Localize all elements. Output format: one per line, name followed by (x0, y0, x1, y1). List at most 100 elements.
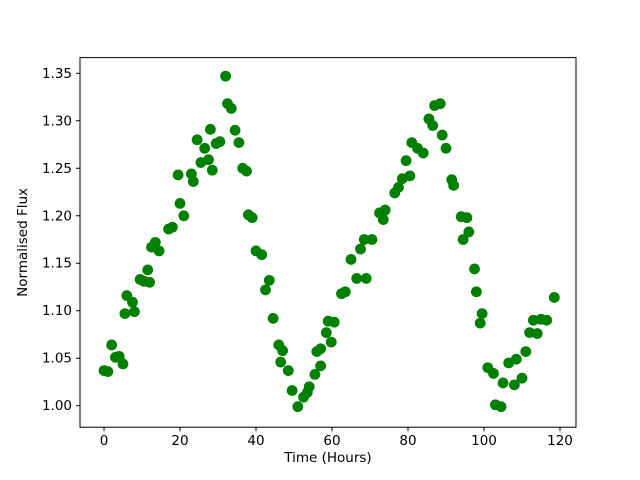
x-tick-label: 20 (171, 433, 188, 449)
data-point (315, 360, 327, 372)
y-tick-label: 1.25 (42, 161, 72, 177)
data-point (488, 368, 499, 379)
data-point (377, 214, 389, 225)
y-tick-label: 1.35 (42, 66, 72, 82)
data-point (256, 249, 268, 261)
x-axis-label: Time (Hours) (283, 450, 371, 466)
data-point (379, 204, 391, 216)
data-point (167, 221, 178, 233)
y-tick-label: 1.15 (42, 256, 72, 272)
data-point (548, 292, 560, 303)
data-point (516, 372, 528, 384)
data-point (325, 336, 337, 348)
data-point (366, 234, 378, 245)
data-point (436, 129, 448, 141)
data-point (474, 317, 486, 329)
data-point (129, 306, 140, 318)
data-point (246, 212, 258, 224)
data-point (303, 381, 315, 393)
y-tick-label: 1.05 (42, 351, 72, 367)
data-point (520, 346, 532, 357)
data-point (142, 264, 154, 276)
data-point (102, 366, 114, 377)
y-tick-label: 1.00 (42, 398, 72, 414)
data-point (309, 368, 321, 380)
data-point (404, 170, 416, 182)
data-point (144, 276, 156, 288)
data-point (497, 377, 509, 389)
data-point (358, 234, 370, 245)
data-point (339, 286, 351, 298)
data-point (461, 212, 473, 224)
data-point (149, 236, 161, 248)
data-point (320, 327, 332, 338)
data-point (220, 70, 232, 82)
data-point (263, 274, 275, 286)
data-point (355, 243, 366, 255)
data-point (127, 296, 138, 308)
data-point (260, 284, 271, 296)
data-points (98, 70, 560, 413)
y-axis-label: Normalised Flux (15, 188, 31, 297)
x-tick-label: 80 (399, 433, 416, 449)
data-point (440, 142, 452, 154)
data-point (203, 154, 214, 166)
data-point (315, 343, 327, 355)
data-point (233, 137, 245, 149)
data-point (393, 181, 404, 193)
data-point (509, 379, 520, 391)
data-point (286, 385, 298, 396)
x-tick-label: 40 (247, 433, 264, 449)
data-point (351, 273, 363, 284)
data-point (360, 273, 372, 284)
data-point (471, 286, 482, 298)
data-point (345, 254, 357, 265)
x-tick-label: 100 (471, 433, 497, 449)
x-axis-ticks: 0 20 40 60 80 100 120 (100, 427, 573, 449)
data-point (187, 176, 199, 187)
data-point (277, 345, 289, 357)
data-point (469, 263, 480, 275)
data-point (457, 234, 469, 245)
data-point (328, 316, 340, 328)
data-point (172, 169, 184, 181)
y-tick-label: 1.20 (42, 208, 72, 224)
data-point (510, 353, 522, 365)
data-point (153, 245, 165, 257)
data-point (495, 401, 507, 413)
data-point (117, 358, 129, 370)
data-point (174, 198, 186, 209)
data-point (448, 179, 460, 191)
data-point (417, 147, 429, 159)
data-point (106, 339, 118, 351)
data-point (241, 165, 252, 177)
data-point (463, 226, 475, 238)
data-point (541, 314, 553, 326)
data-point (282, 365, 294, 376)
data-point (476, 308, 488, 319)
data-point (205, 123, 216, 135)
x-tick-label: 120 (547, 433, 573, 449)
data-point (206, 164, 218, 176)
data-point (119, 308, 131, 319)
x-tick-label: 60 (323, 433, 340, 449)
data-point (427, 120, 439, 131)
data-point (191, 134, 203, 146)
data-point (225, 103, 237, 114)
y-tick-label: 1.10 (42, 303, 72, 319)
data-point (178, 210, 190, 222)
data-point (199, 142, 211, 154)
data-point (214, 136, 226, 148)
data-point (267, 312, 279, 324)
x-tick-label: 0 (100, 433, 109, 449)
y-axis-ticks: 1.00 1.05 1.10 1.15 1.20 1.25 1.30 1.35 (42, 66, 80, 414)
plot-area (79, 57, 577, 428)
data-point (434, 98, 446, 110)
data-point (292, 401, 304, 413)
data-point (400, 155, 412, 167)
data-point (275, 356, 287, 368)
data-point (531, 328, 543, 339)
y-tick-label: 1.30 (42, 113, 72, 129)
